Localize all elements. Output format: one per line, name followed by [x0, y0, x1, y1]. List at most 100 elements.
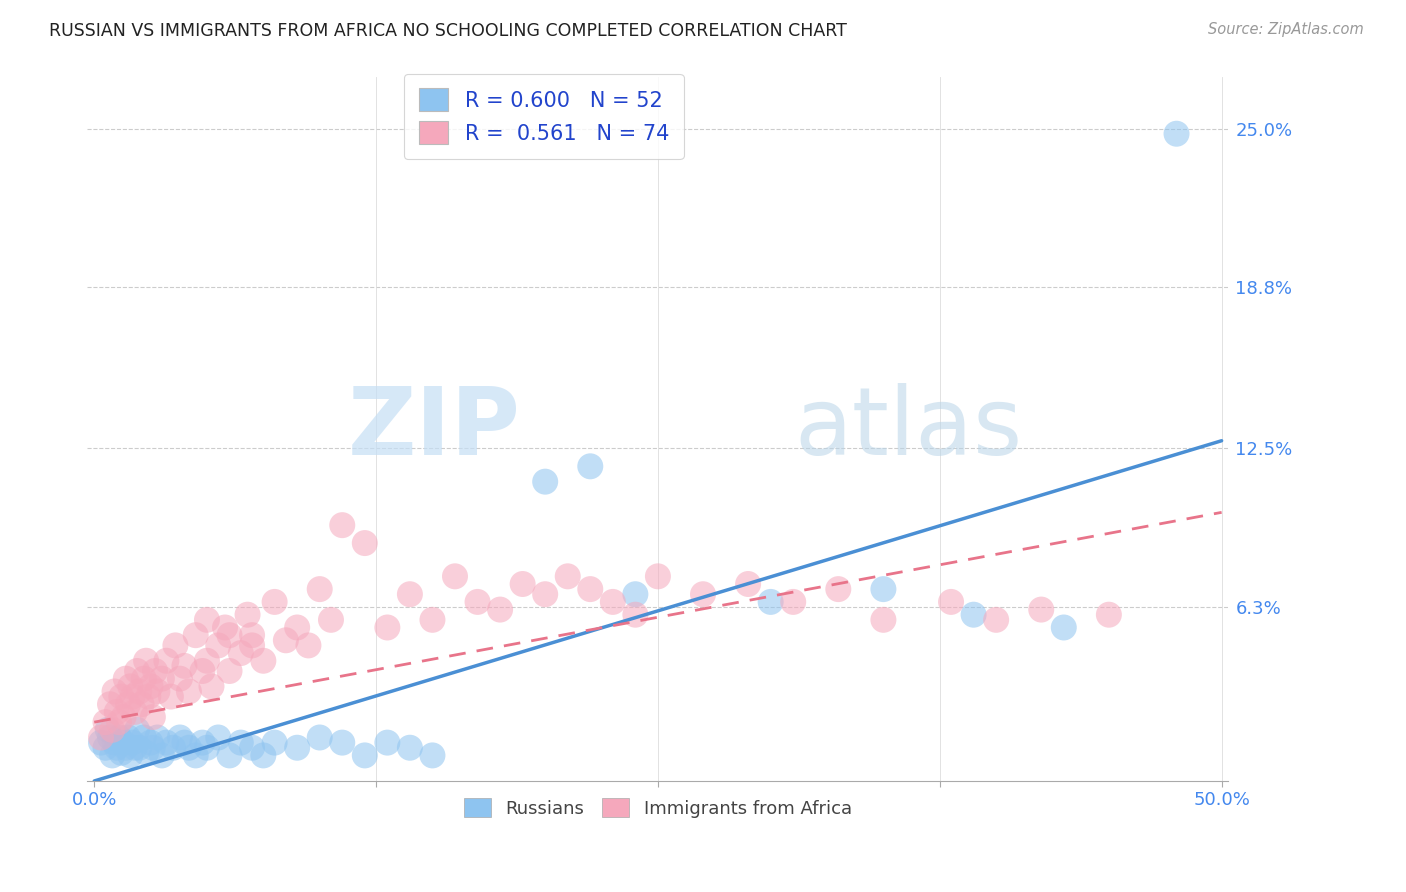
Point	[155, 736, 177, 750]
Point	[169, 672, 191, 686]
Legend: Russians, Immigrants from Africa: Russians, Immigrants from Africa	[457, 791, 859, 825]
Point	[579, 459, 602, 474]
Point	[160, 690, 183, 704]
Point	[939, 595, 962, 609]
Point	[534, 587, 557, 601]
Point	[319, 613, 342, 627]
Point	[624, 587, 647, 601]
Point	[155, 654, 177, 668]
Point	[135, 654, 157, 668]
Point	[297, 639, 319, 653]
Point	[142, 710, 165, 724]
Point	[110, 746, 132, 760]
Point	[1166, 127, 1188, 141]
Point	[207, 639, 229, 653]
Point	[132, 731, 155, 745]
Point	[195, 613, 218, 627]
Point	[108, 715, 131, 730]
Point	[110, 690, 132, 704]
Point	[105, 705, 128, 719]
Point	[984, 613, 1007, 627]
Point	[124, 740, 146, 755]
Point	[375, 620, 398, 634]
Point	[229, 646, 252, 660]
Point	[132, 672, 155, 686]
Point	[512, 577, 534, 591]
Point	[150, 748, 173, 763]
Point	[422, 748, 444, 763]
Point	[308, 731, 330, 745]
Point	[399, 740, 422, 755]
Point	[647, 569, 669, 583]
Point	[138, 690, 160, 704]
Point	[240, 628, 263, 642]
Point	[200, 679, 222, 693]
Text: RUSSIAN VS IMMIGRANTS FROM AFRICA NO SCHOOLING COMPLETED CORRELATION CHART: RUSSIAN VS IMMIGRANTS FROM AFRICA NO SCH…	[49, 22, 846, 40]
Point	[195, 740, 218, 755]
Point	[124, 705, 146, 719]
Text: Source: ZipAtlas.com: Source: ZipAtlas.com	[1208, 22, 1364, 37]
Point	[143, 664, 166, 678]
Point	[285, 620, 308, 634]
Point	[489, 602, 512, 616]
Point	[139, 736, 162, 750]
Point	[737, 577, 759, 591]
Point	[135, 746, 157, 760]
Point	[146, 731, 169, 745]
Point	[353, 748, 375, 763]
Point	[782, 595, 804, 609]
Text: atlas: atlas	[794, 384, 1024, 475]
Point	[177, 740, 200, 755]
Point	[557, 569, 579, 583]
Point	[240, 740, 263, 755]
Point	[252, 748, 274, 763]
Point	[240, 639, 263, 653]
Point	[90, 736, 112, 750]
Text: ZIP: ZIP	[349, 384, 522, 475]
Point	[330, 736, 353, 750]
Point	[121, 736, 143, 750]
Point	[131, 698, 153, 712]
Point	[120, 748, 142, 763]
Point	[98, 731, 121, 745]
Point	[602, 595, 624, 609]
Point	[375, 736, 398, 750]
Point	[353, 536, 375, 550]
Point	[94, 740, 117, 755]
Point	[218, 628, 240, 642]
Point	[105, 740, 128, 755]
Point	[128, 684, 150, 698]
Point	[117, 731, 139, 745]
Point	[108, 731, 131, 745]
Point	[114, 672, 136, 686]
Point	[139, 679, 162, 693]
Point	[125, 664, 148, 678]
Point	[534, 475, 557, 489]
Point	[128, 740, 150, 755]
Point	[103, 684, 125, 698]
Point	[195, 654, 218, 668]
Point	[579, 582, 602, 596]
Point	[121, 690, 143, 704]
Point	[229, 736, 252, 750]
Point	[692, 587, 714, 601]
Point	[120, 679, 142, 693]
Point	[103, 736, 125, 750]
Point	[177, 684, 200, 698]
Point	[1031, 602, 1053, 616]
Point	[263, 736, 285, 750]
Point	[191, 664, 214, 678]
Point	[173, 736, 195, 750]
Point	[150, 672, 173, 686]
Point	[962, 607, 984, 622]
Point	[114, 740, 136, 755]
Point	[872, 582, 894, 596]
Point	[214, 620, 236, 634]
Point	[274, 633, 297, 648]
Point	[191, 736, 214, 750]
Point	[467, 595, 489, 609]
Point	[236, 607, 259, 622]
Point	[444, 569, 467, 583]
Point	[330, 518, 353, 533]
Point	[422, 613, 444, 627]
